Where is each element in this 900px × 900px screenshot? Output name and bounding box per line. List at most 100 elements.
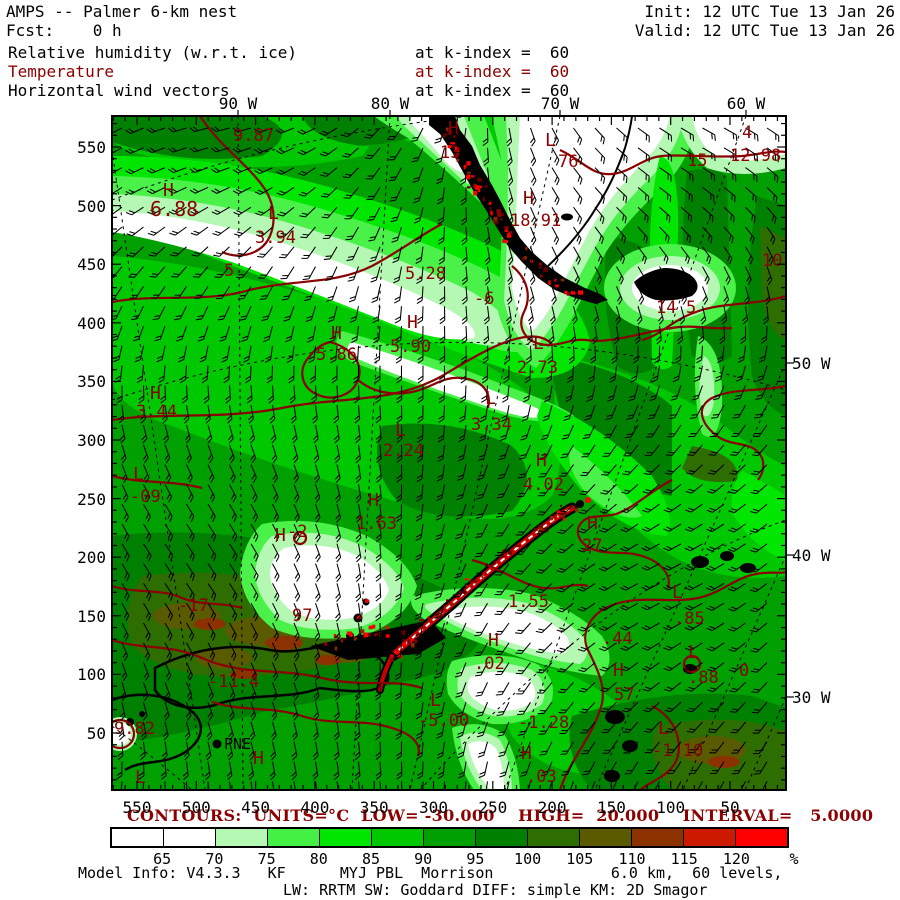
terrain-speck [434, 615, 438, 619]
wind-barb-icon [696, 345, 704, 364]
wind-barb-icon [112, 246, 123, 258]
wind-barb-icon [459, 781, 467, 790]
wind-barb-icon [129, 286, 144, 299]
terrain-speck [521, 256, 526, 261]
wind-barb-icon [249, 424, 256, 444]
wind-barb-icon [343, 187, 359, 199]
wind-barb-icon [141, 424, 148, 444]
wind-barb-icon [335, 484, 341, 503]
wind-barb-icon [556, 543, 574, 554]
wind-barb-icon [172, 286, 187, 299]
wind-barb-icon [278, 226, 295, 238]
colorbar-tick-label: 70 [205, 850, 224, 868]
y-axis-label: 500 [77, 196, 106, 216]
wind-barb-icon [723, 286, 730, 305]
terrain-speck [385, 634, 390, 638]
wind-barb-icon [354, 741, 361, 761]
wind-barb-icon [495, 662, 510, 676]
wind-barb-icon [573, 226, 582, 245]
wind-barb-icon [685, 483, 703, 494]
wind-barb-icon [577, 602, 596, 612]
wind-barb-icon [314, 622, 321, 642]
wind-barb-icon [140, 721, 147, 741]
wind-barb-icon [594, 226, 604, 245]
x-axis-label: 450 [241, 798, 271, 817]
wind-barb-icon [556, 582, 574, 593]
wind-barb-icon [112, 286, 123, 299]
wind-barb-icon [413, 207, 424, 224]
wind-barb-icon [206, 424, 213, 444]
terrain-speck [411, 642, 415, 648]
wind-barb-icon [177, 345, 188, 363]
wind-barb-icon [190, 226, 209, 236]
wind-barb-icon [730, 721, 746, 734]
terrain-speck [467, 171, 471, 174]
wind-barb-icon [721, 306, 728, 325]
terrain-speck [496, 208, 501, 214]
terrain-speck [475, 185, 480, 190]
wind-barb-icon [556, 563, 574, 573]
terrain-speck [560, 513, 565, 517]
wind-barb-icon [394, 603, 403, 621]
wind-barb-icon [667, 424, 682, 438]
wind-barb-icon [573, 246, 581, 265]
low-marker: L [135, 767, 146, 788]
wind-barb-icon [211, 167, 230, 174]
wind-barb-icon [475, 682, 488, 697]
terrain-speck [559, 504, 563, 507]
wind-barb-icon [616, 167, 628, 184]
forecast-hour: Fcst: 0 h [6, 21, 122, 40]
wind-barb-icon [293, 503, 300, 523]
wind-barb-icon [164, 662, 172, 681]
colorbar-cell [112, 829, 163, 846]
wind-barb-icon [474, 622, 488, 637]
wind-barb-icon [755, 385, 768, 400]
wind-barb-icon [186, 563, 195, 582]
wind-barb-icon [261, 306, 273, 322]
wind-barb-icon [248, 761, 255, 781]
wind-barb-icon [143, 662, 150, 681]
wind-barb-icon [355, 622, 361, 642]
wind-barb-icon [651, 365, 661, 383]
wind-barb-icon [642, 483, 660, 494]
wind-barb-icon [389, 187, 402, 202]
wind-barb-icon [515, 563, 531, 575]
contour-label: -17 [178, 596, 209, 616]
colorbar-cell [423, 829, 475, 846]
wind-barb-icon [395, 702, 403, 720]
wind-barb-icon [375, 523, 382, 543]
y-axis-label: 250 [77, 489, 106, 509]
wind-barb-icon [461, 207, 468, 226]
wind-barb-icon [394, 622, 403, 641]
wind-barb-icon [439, 325, 446, 345]
wind-barb-icon [583, 781, 596, 790]
wind-barb-icon [299, 206, 316, 218]
terrain-speck [472, 183, 478, 189]
wind-barb-icon [435, 682, 446, 699]
contour-label: 15 [687, 151, 707, 171]
wind-barb-icon [276, 186, 295, 196]
wind-barb-icon [745, 266, 752, 285]
wind-barb-icon [143, 523, 152, 542]
wind-barb-icon [686, 464, 703, 475]
wind-barb-icon [659, 286, 666, 305]
wind-barb-icon [346, 246, 359, 262]
wind-barb-icon [229, 583, 238, 602]
terrain-speck [414, 639, 418, 644]
wind-barb-icon [731, 424, 746, 437]
wind-barb-icon [551, 147, 560, 166]
contour-label: .03 [526, 767, 557, 787]
wind-barb-icon [719, 325, 726, 345]
wind-barb-icon [365, 167, 381, 180]
wind-barb-icon [526, 325, 533, 345]
wind-barb-icon [313, 682, 320, 701]
wind-barb-icon [167, 126, 187, 133]
wind-barb-icon [636, 306, 643, 325]
wind-barb-icon [756, 365, 768, 382]
terrain-speck [549, 515, 554, 521]
wind-barb-icon [239, 305, 252, 321]
wind-barb-icon [536, 503, 553, 516]
wind-barb-icon [664, 464, 682, 475]
wind-barb-icon [151, 286, 166, 299]
wind-barb-icon [668, 781, 682, 790]
